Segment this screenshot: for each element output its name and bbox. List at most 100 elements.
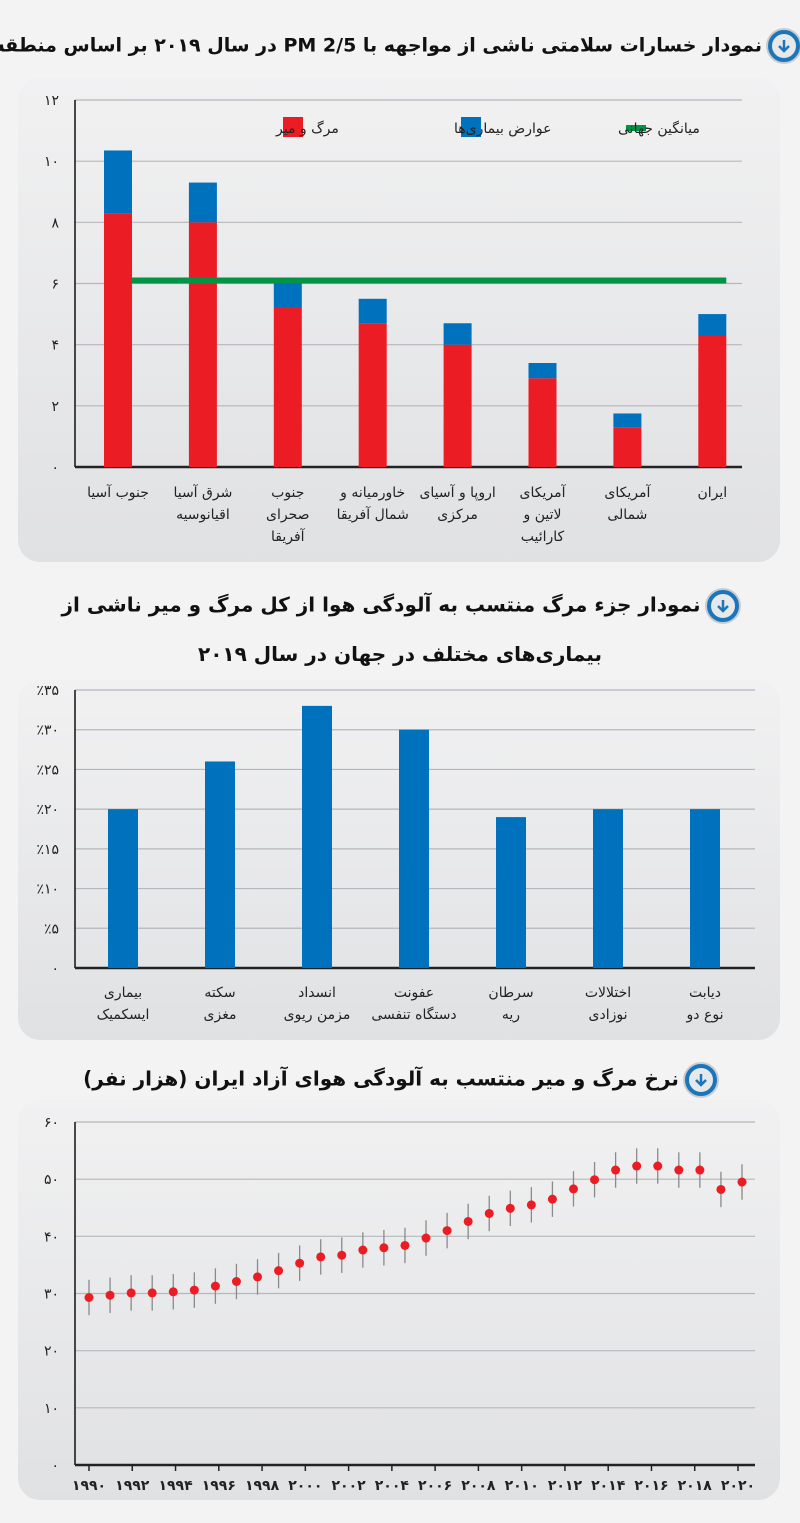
data-point: [337, 1250, 347, 1260]
legend-label-deaths: مرگ و میر: [275, 119, 339, 137]
x-tick-label: ۲۰۰۰: [288, 1478, 322, 1494]
data-point: [168, 1287, 178, 1297]
data-point: [547, 1194, 557, 1204]
data-point: [568, 1184, 578, 1194]
data-point: [253, 1272, 263, 1282]
y-tick-label: ۴: [51, 338, 59, 354]
data-point: [484, 1208, 494, 1218]
bar-deaths: [188, 222, 217, 467]
bar: [399, 729, 429, 968]
category-label: مرکزی: [437, 507, 478, 523]
bar: [108, 809, 138, 968]
data-point: [695, 1165, 705, 1175]
data-point: [737, 1177, 747, 1187]
category-label: عفونت: [394, 985, 434, 1001]
x-tick-label: ۲۰۱۶: [634, 1478, 668, 1494]
bar-disease: [104, 150, 132, 214]
data-point: [611, 1165, 621, 1175]
y-tick-label: ٪۱۵: [36, 842, 59, 858]
bar: [302, 705, 332, 968]
bar: [496, 817, 526, 968]
bar-deaths: [443, 344, 472, 467]
y-tick-label: ۲۰: [44, 1344, 59, 1360]
chart2-title: نمودار جزء مرگ منتسب به آلودگی هوا از کل…: [0, 590, 800, 622]
y-tick-label: ۴۰: [44, 1229, 59, 1245]
category-label: ایران: [697, 485, 727, 501]
category-label: جنوب آسیا: [87, 484, 149, 501]
category-label: نوع دو: [686, 1007, 724, 1023]
y-tick-label: ۲: [51, 399, 59, 415]
data-point: [632, 1161, 642, 1171]
x-tick-label: ۲۰۱۰: [505, 1478, 539, 1494]
category-label: اختلالات: [585, 985, 631, 1001]
data-point: [358, 1245, 368, 1255]
y-tick-label: ۸: [51, 215, 59, 231]
category-label: شمال آفریقا: [337, 506, 409, 523]
x-tick-label: ۱۹۹۰: [72, 1478, 106, 1494]
bar-disease: [443, 323, 472, 345]
category-label: آمریکای: [604, 484, 651, 501]
y-tick-label: ۱۰: [44, 1401, 59, 1417]
x-tick-label: ۲۰۰۸: [461, 1478, 496, 1494]
bar-deaths: [358, 323, 387, 467]
y-tick-label: ۱۲: [44, 93, 59, 109]
x-tick-label: ۲۰۱۲: [548, 1478, 583, 1494]
category-label: اقیانوسیه: [176, 507, 230, 523]
data-point: [379, 1243, 389, 1253]
chart1-panel: [18, 78, 780, 562]
category-label: شمالی: [607, 507, 647, 523]
legend-label-global-average: میانگین جهانی: [618, 120, 700, 137]
x-tick-label: ۲۰۰۶: [418, 1478, 452, 1494]
data-point: [653, 1161, 663, 1171]
y-tick-label: ٪۳۵: [36, 683, 59, 699]
chart2-title-line1: نمودار جزء مرگ منتسب به آلودگی هوا از کل…: [61, 592, 701, 617]
bar-disease: [358, 298, 387, 324]
x-tick-label: ۱۹۹۲: [115, 1478, 150, 1494]
download-arrow-icon: [768, 30, 800, 62]
y-tick-label: ۶: [51, 277, 59, 293]
data-point: [189, 1285, 199, 1295]
category-label: سرطان: [488, 985, 533, 1001]
x-tick-label: ۱۹۹۸: [245, 1478, 280, 1494]
category-label: سکته: [204, 985, 235, 1001]
chart1-title-text: نمودار خسارات سلامتی ناشی از مواجهه با P…: [0, 34, 762, 57]
category-label: صحرای: [266, 507, 310, 523]
y-tick-label: ٪۱۰: [36, 882, 59, 898]
legend-swatch-disease: [461, 117, 481, 137]
data-point: [526, 1200, 536, 1210]
category-label: ریه: [502, 1007, 520, 1023]
bar: [690, 809, 720, 968]
x-tick-label: ۲۰۲۰: [721, 1478, 755, 1494]
bar: [593, 809, 623, 968]
x-tick-label: ۱۹۹۴: [158, 1478, 193, 1494]
legend-swatch-deaths: [283, 117, 303, 137]
x-tick-label: ۲۰۱۴: [591, 1478, 626, 1494]
y-tick-label: ۰: [51, 460, 59, 476]
data-point: [674, 1165, 684, 1175]
data-point: [147, 1288, 157, 1298]
data-point: [210, 1281, 220, 1291]
chart3-title-text: نرخ مرگ و میر منتسب به آلودگی هوای آزاد …: [83, 1066, 679, 1091]
data-point: [463, 1216, 473, 1226]
legend-swatch-global-average: [626, 125, 646, 131]
data-point: [442, 1226, 452, 1236]
category-label: نوزادی: [589, 1007, 628, 1023]
category-label: شرق آسیا: [173, 484, 232, 501]
bar-disease: [273, 283, 302, 308]
bar-deaths: [273, 307, 302, 467]
bar-deaths: [698, 335, 727, 467]
category-label: مغزی: [204, 1007, 237, 1023]
download-arrow-icon: [706, 590, 739, 622]
y-tick-label: ٪۲۵: [36, 762, 59, 778]
category-label: خاورمیانه و: [339, 485, 405, 501]
bar: [205, 761, 235, 968]
category-label: انسداد: [298, 985, 336, 1001]
bar-disease: [698, 314, 727, 336]
data-point: [126, 1288, 136, 1298]
category-label: ایسکمیک: [97, 1007, 150, 1023]
y-tick-label: ۰: [51, 1458, 59, 1474]
chart3-title: نرخ مرگ و میر منتسب به آلودگی هوای آزاد …: [0, 1064, 800, 1096]
data-point: [316, 1252, 326, 1262]
bar-deaths: [104, 213, 132, 467]
